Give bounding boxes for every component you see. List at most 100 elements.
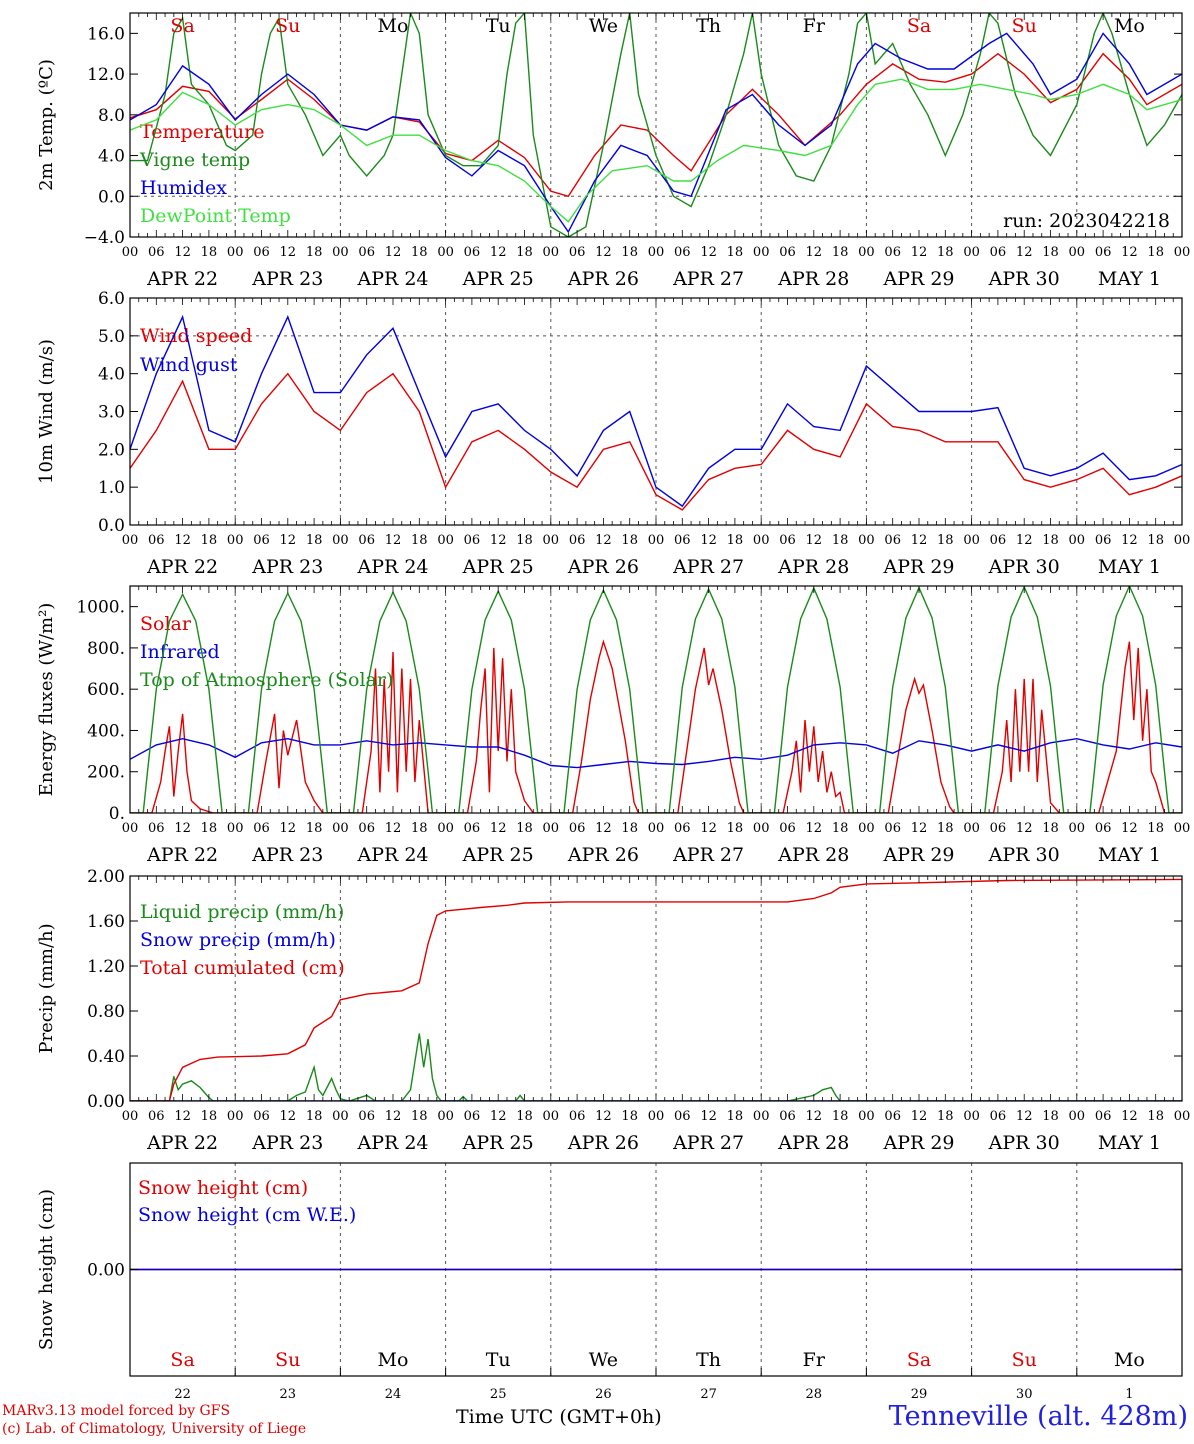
x-hour-label: 12 (595, 245, 612, 260)
x-day-label: APR 29 (882, 844, 954, 866)
y-tick-label: 0.80 (87, 1002, 125, 1022)
x-hour-label: 00 (753, 533, 770, 548)
x-hour-label: 18 (832, 533, 849, 548)
x-day-label: MAY 1 (1098, 1132, 1161, 1154)
x-hour-label: 18 (516, 533, 533, 548)
x-hour-label: 18 (306, 821, 323, 836)
x-hour-label: 18 (1042, 821, 1059, 836)
x-day-label: APR 30 (988, 556, 1060, 578)
series-line-wind-0 (130, 372, 1182, 511)
y-axis-label: 10m Wind (m/s) (36, 339, 57, 484)
series-line-precip-0 (130, 1033, 1182, 1101)
x-hour-label: 00 (858, 533, 875, 548)
x-hour-label: 00 (332, 1109, 349, 1124)
x-hour-label: 12 (385, 533, 402, 548)
x-hour-label: 18 (411, 533, 428, 548)
day-number-label: 25 (490, 1387, 507, 1402)
x-hour-label: 12 (700, 245, 717, 260)
y-tick-label: 600. (87, 680, 125, 700)
x-hour-label: 12 (806, 821, 823, 836)
legend-entry: Wind gust (140, 354, 238, 376)
x-day-label: APR 30 (988, 1132, 1060, 1154)
panel-temperature: Temperature Vigne temp Humidex DewPoint Tem… (36, 12, 1190, 290)
x-day-label: MAY 1 (1098, 268, 1161, 290)
legend-entry: Snow height (cm W.E.) (138, 1204, 356, 1226)
x-hour-label: 00 (1069, 245, 1086, 260)
x-hour-label: 06 (464, 821, 481, 836)
x-day-label: APR 23 (251, 1132, 323, 1154)
series-line-energy-1 (130, 737, 1182, 769)
y-tick-label: 400. (87, 721, 125, 741)
legend-entry: Temperature (140, 121, 264, 143)
x-day-label: APR 25 (462, 1132, 534, 1154)
x-hour-label: 00 (858, 1109, 875, 1124)
x-hour-label: 06 (1095, 821, 1112, 836)
x-day-label: MAY 1 (1098, 556, 1161, 578)
x-hour-label: 00 (963, 1109, 980, 1124)
x-hour-label: 06 (148, 533, 165, 548)
x-hour-label: 12 (1121, 245, 1138, 260)
y-tick-label: 4.0 (98, 147, 125, 167)
legend-entry: Total cumulated (cm) (140, 957, 345, 979)
legend-entry: DewPoint Temp (140, 205, 291, 227)
weekday-label: Tu (486, 15, 511, 37)
series-line-precip-2 (130, 878, 1182, 1101)
panel-snow: Snow height (cm) Snow height (cm W.E.) 0.0… (36, 1162, 1183, 1402)
x-hour-label: 06 (464, 245, 481, 260)
day-number-label: 26 (595, 1387, 612, 1402)
x-hour-label: 06 (253, 533, 270, 548)
x-hour-label: 18 (1147, 821, 1164, 836)
x-hour-label: 00 (1174, 821, 1191, 836)
x-hour-label: 12 (1121, 1109, 1138, 1124)
x-hour-label: 00 (858, 245, 875, 260)
y-axis-label: Precip (mm/h) (36, 923, 57, 1053)
y-tick-label: 16.0 (87, 24, 125, 44)
y-axis-label: Energy fluxes (W/m²) (36, 603, 57, 797)
x-day-label: APR 23 (251, 268, 323, 290)
series-line-temperature-3 (130, 78, 1182, 223)
y-tick-label: 2.0 (98, 440, 125, 460)
x-day-label: APR 26 (567, 844, 639, 866)
weekday-label: Th (696, 1349, 721, 1371)
day-number-label: 28 (806, 1387, 823, 1402)
weekday-label: Sa (907, 1349, 931, 1371)
x-hour-label: 12 (490, 821, 507, 836)
weekday-label: Fr (803, 1349, 826, 1371)
legend-entry: Infrared (140, 641, 220, 663)
x-day-label: APR 28 (777, 556, 849, 578)
y-tick-label: 0.00 (87, 1261, 125, 1281)
x-day-label: APR 27 (672, 1132, 744, 1154)
x-hour-label: 06 (148, 1109, 165, 1124)
x-hour-label: 00 (227, 533, 244, 548)
x-hour-label: 00 (648, 1109, 665, 1124)
day-number-label: 1 (1125, 1387, 1133, 1402)
x-day-label: APR 27 (672, 844, 744, 866)
x-hour-label: 12 (280, 821, 297, 836)
x-hour-label: 12 (174, 821, 191, 836)
x-hour-label: 06 (569, 821, 586, 836)
weekday-label: Fr (803, 15, 826, 37)
x-hour-label: 12 (806, 1109, 823, 1124)
x-hour-label: 00 (437, 821, 454, 836)
y-tick-label: 1.60 (87, 912, 125, 932)
series-line-temperature-2 (130, 32, 1182, 234)
x-hour-label: 18 (621, 821, 638, 836)
x-day-label: APR 22 (146, 1132, 218, 1154)
x-day-label: APR 28 (777, 1132, 849, 1154)
x-hour-label: 00 (753, 245, 770, 260)
series-line-energy-0 (130, 639, 1182, 813)
x-hour-label: 06 (1095, 1109, 1112, 1124)
x-hour-label: 18 (727, 821, 744, 836)
x-hour-label: 06 (358, 245, 375, 260)
x-hour-label: 06 (148, 821, 165, 836)
x-day-label: APR 29 (882, 268, 954, 290)
weekday-label: We (589, 1349, 618, 1371)
x-hour-label: 06 (569, 245, 586, 260)
day-number-label: 30 (1016, 1387, 1033, 1402)
x-hour-label: 12 (1121, 821, 1138, 836)
x-hour-label: 06 (884, 1109, 901, 1124)
station-name: Tenneville (alt. 428m) (888, 1401, 1188, 1432)
y-tick-label: 0.0 (98, 516, 125, 536)
x-hour-label: 00 (332, 533, 349, 548)
x-hour-label: 00 (227, 1109, 244, 1124)
